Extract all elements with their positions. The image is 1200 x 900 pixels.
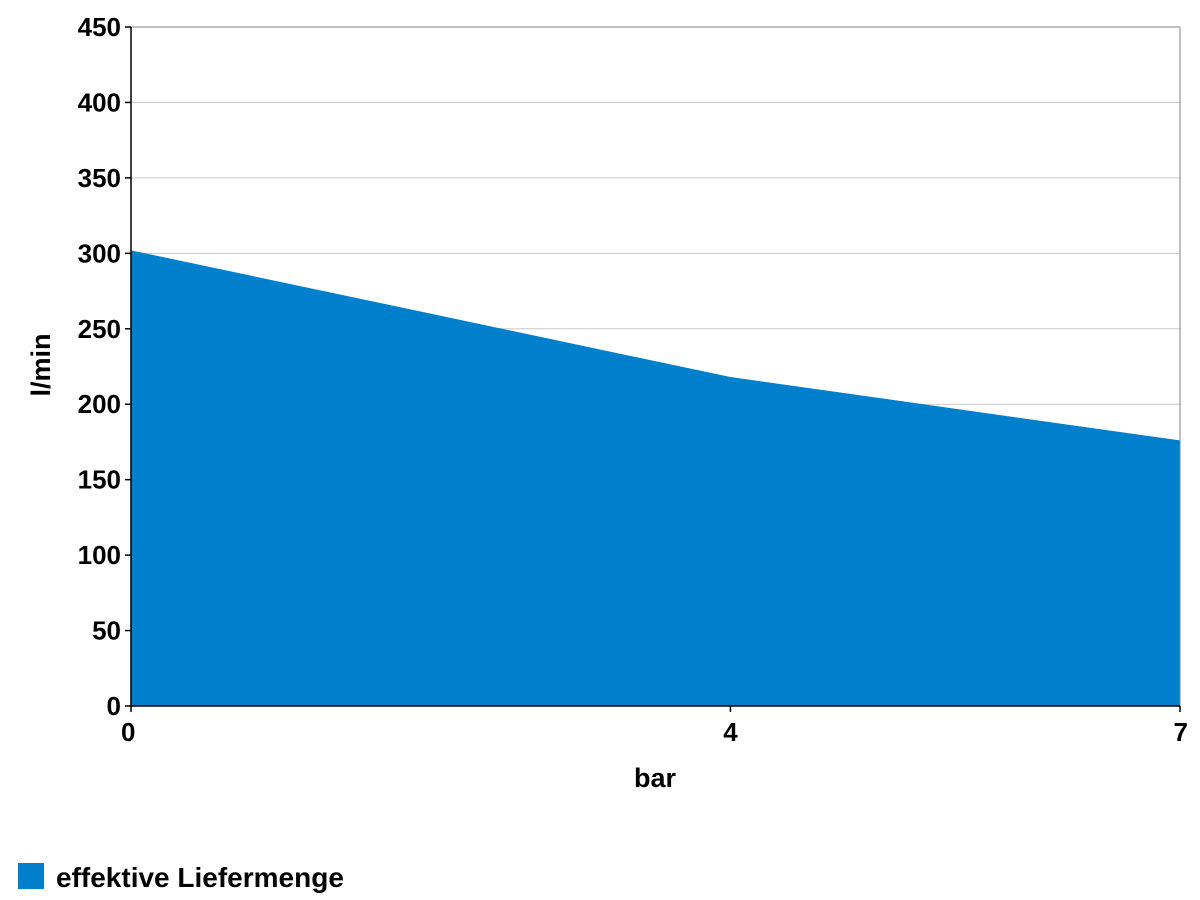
- y-axis-title: l/min: [26, 333, 56, 396]
- y-tick-labels: 0 50 100 150 200 250 300 350 400 450: [78, 12, 121, 721]
- y-tick-label-100: 100: [78, 540, 121, 570]
- y-tick-label-250: 250: [78, 314, 121, 344]
- x-tick-label-7: 7: [1174, 717, 1188, 747]
- legend-label: effektive Liefermenge: [56, 862, 344, 893]
- y-tick-label-400: 400: [78, 87, 121, 117]
- y-tick-label-150: 150: [78, 465, 121, 495]
- x-tick-labels: 0 4 7: [121, 717, 1188, 747]
- x-tick-label-0: 0: [121, 717, 135, 747]
- y-tick-label-50: 50: [92, 616, 121, 646]
- x-axis-title: bar: [634, 763, 677, 793]
- x-tick-label-4: 4: [723, 717, 738, 747]
- legend-swatch: [18, 863, 44, 889]
- series-group: [130, 250, 1181, 706]
- area-series-0: [131, 250, 1180, 706]
- y-tick-label-300: 300: [78, 238, 121, 268]
- y-tick-label-200: 200: [78, 389, 121, 419]
- legend: effektive Liefermenge: [18, 862, 344, 893]
- y-tick-label-0: 0: [107, 691, 121, 721]
- axes: [125, 26, 1181, 712]
- y-tick-label-450: 450: [78, 12, 121, 42]
- y-tick-label-350: 350: [78, 163, 121, 193]
